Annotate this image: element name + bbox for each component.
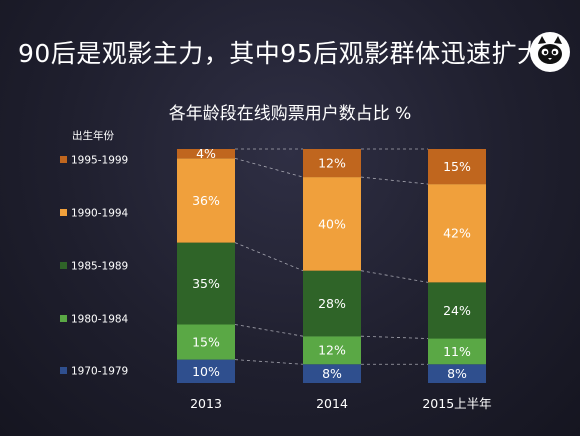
bar-segment [303, 177, 361, 271]
legend-label: 1970-1979 [71, 366, 128, 378]
bar-segment [177, 149, 235, 159]
headline: 90后是观影主力，其中95后观影群体迅速扩大 [18, 39, 543, 68]
bar-segment [303, 336, 361, 365]
connector-line [234, 359, 304, 365]
connector-line [234, 242, 304, 272]
bar-segment [303, 270, 361, 337]
data-label: 35% [192, 276, 220, 291]
data-label: 42% [443, 226, 471, 241]
bar-segment [303, 364, 361, 383]
connector-line [234, 324, 304, 337]
data-label: 10% [192, 364, 220, 379]
data-label: 24% [443, 303, 471, 318]
legend-label: 1995-1999 [71, 155, 128, 167]
data-label: 12% [318, 343, 346, 358]
bar-segment [428, 149, 486, 185]
chart-title: 各年龄段在线购票用户数占比 % [168, 104, 412, 124]
connector-line [234, 157, 304, 178]
legend-swatch [60, 315, 67, 322]
bar-segment [428, 184, 486, 283]
data-label: 40% [318, 216, 346, 231]
legend-swatch [60, 156, 67, 163]
connector-line [360, 176, 429, 185]
legend-swatch [60, 209, 67, 216]
legend-swatch [60, 367, 67, 374]
data-label: 28% [318, 296, 346, 311]
bar-segment [428, 364, 486, 383]
legend-label: 1980-1984 [71, 314, 129, 326]
data-label: 11% [443, 344, 471, 359]
legend-label: 1990-1994 [71, 208, 129, 220]
legend-swatch [60, 262, 67, 269]
legend-label: 1985-1989 [71, 261, 128, 273]
connector-line [360, 270, 429, 283]
cat-face-icon [530, 32, 570, 72]
data-label: 8% [322, 366, 342, 381]
bar-segment [177, 242, 235, 325]
data-label: 8% [447, 366, 467, 381]
bar-segment [177, 324, 235, 360]
data-label: 4% [196, 146, 216, 161]
data-label: 15% [192, 335, 220, 350]
data-label: 36% [192, 193, 220, 208]
data-label: 12% [318, 156, 346, 171]
bar-segment [428, 338, 486, 365]
bar-segment [303, 149, 361, 178]
x-tick-label: 2015上半年 [422, 396, 491, 411]
legend-title: 出生年份 [72, 130, 114, 142]
x-tick-label: 2013 [190, 396, 222, 411]
data-label: 15% [443, 159, 471, 174]
bar-segment [177, 359, 235, 383]
connector-line [360, 335, 429, 339]
x-tick-label: 2014 [316, 396, 348, 411]
bar-segment [428, 282, 486, 339]
bar-segment [177, 158, 235, 243]
